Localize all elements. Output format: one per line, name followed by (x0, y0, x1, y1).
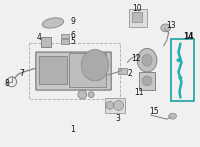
Text: 13: 13 (166, 21, 175, 30)
Text: 8: 8 (4, 79, 9, 88)
Bar (41, 37, 51, 46)
Ellipse shape (88, 92, 94, 98)
Text: 1: 1 (70, 125, 75, 134)
Ellipse shape (142, 54, 152, 66)
Text: 5: 5 (70, 37, 75, 46)
Text: 9: 9 (70, 16, 75, 26)
Text: 15: 15 (149, 107, 159, 116)
Bar (29, 43, 120, 100)
Bar (118, 68, 127, 74)
Ellipse shape (169, 113, 177, 119)
Bar (105, 98, 125, 113)
Text: 6: 6 (70, 31, 75, 40)
Ellipse shape (81, 49, 109, 81)
Bar (129, 9, 147, 27)
Ellipse shape (114, 101, 124, 110)
FancyBboxPatch shape (36, 52, 111, 90)
Text: 14: 14 (183, 32, 194, 41)
Bar (61, 34, 69, 38)
Bar (171, 39, 194, 101)
Ellipse shape (137, 49, 157, 72)
Bar (139, 72, 155, 90)
Text: 12: 12 (132, 54, 141, 63)
Text: 7: 7 (19, 69, 24, 77)
Bar (61, 39, 69, 44)
Bar (69, 53, 106, 87)
Ellipse shape (42, 18, 64, 28)
Ellipse shape (106, 101, 114, 109)
Ellipse shape (177, 58, 180, 62)
Text: 10: 10 (132, 4, 142, 13)
Bar (132, 12, 142, 22)
Text: 2: 2 (127, 69, 132, 77)
Text: 3: 3 (115, 114, 120, 123)
Ellipse shape (142, 76, 152, 86)
Ellipse shape (178, 76, 182, 80)
Text: 4: 4 (37, 33, 42, 42)
Text: 11: 11 (134, 88, 144, 97)
Ellipse shape (78, 90, 87, 99)
Ellipse shape (161, 24, 171, 32)
Bar (39, 56, 67, 84)
